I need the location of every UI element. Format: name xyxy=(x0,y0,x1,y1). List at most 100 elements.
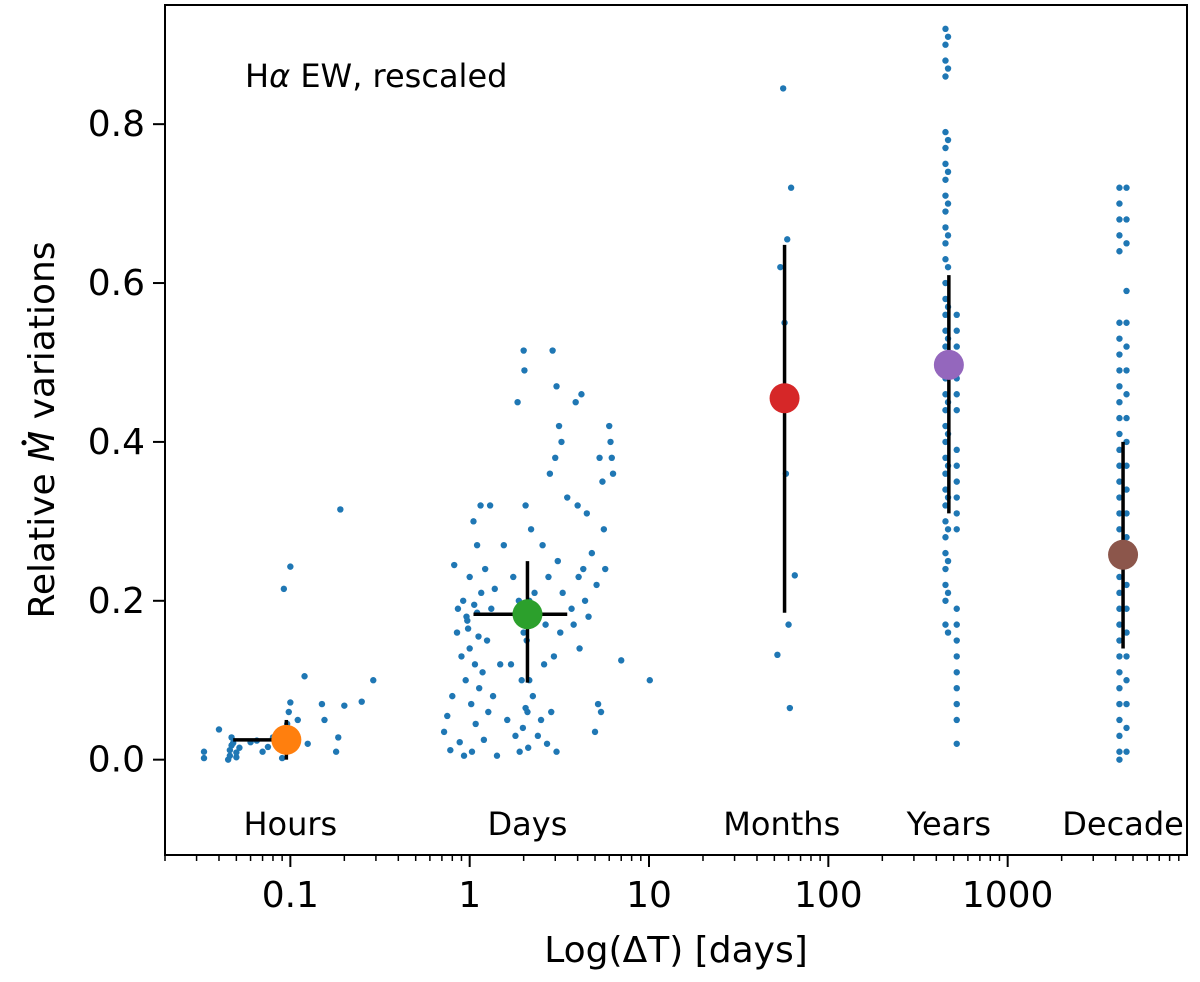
data-point xyxy=(1116,637,1123,644)
data-point xyxy=(1123,462,1130,469)
data-point xyxy=(466,573,473,581)
data-point xyxy=(287,699,294,706)
data-point xyxy=(942,176,949,183)
data-point xyxy=(942,295,949,303)
data-point xyxy=(449,692,456,700)
data-point xyxy=(304,740,311,747)
data-point xyxy=(791,572,798,579)
data-point xyxy=(944,136,952,144)
data-point xyxy=(554,557,561,565)
data-point xyxy=(512,732,519,740)
data-point xyxy=(574,502,581,509)
data-point xyxy=(529,692,537,700)
data-point xyxy=(301,673,308,680)
data-point xyxy=(942,391,949,398)
data-point xyxy=(478,589,485,597)
data-point xyxy=(944,33,952,40)
data-point xyxy=(358,698,365,705)
data-point xyxy=(609,470,617,477)
data-point xyxy=(1116,319,1123,326)
data-point xyxy=(294,716,301,724)
data-point xyxy=(944,526,952,533)
data-point xyxy=(953,391,960,398)
data-point xyxy=(520,347,527,354)
data-point xyxy=(1116,414,1123,422)
group-mean-marker xyxy=(933,349,964,380)
data-point xyxy=(280,585,288,593)
data-point xyxy=(1123,748,1130,755)
data-point xyxy=(942,160,949,168)
x-tick-label: 10 xyxy=(626,875,672,916)
data-point xyxy=(540,661,548,668)
data-point xyxy=(944,200,952,207)
data-point xyxy=(942,406,949,414)
data-point xyxy=(510,573,517,581)
data-point xyxy=(228,734,235,741)
data-point xyxy=(480,736,488,744)
group-mean-marker xyxy=(769,383,800,414)
data-point xyxy=(460,752,468,759)
data-point xyxy=(1123,605,1130,612)
data-point xyxy=(1116,200,1123,207)
data-point xyxy=(591,728,599,736)
data-point xyxy=(489,692,497,700)
data-point xyxy=(521,367,528,374)
data-point xyxy=(953,740,960,747)
data-point xyxy=(1116,756,1123,763)
data-point xyxy=(557,629,564,636)
data-point xyxy=(1116,700,1123,708)
data-point xyxy=(534,732,542,740)
data-point xyxy=(493,752,501,759)
data-point xyxy=(572,398,579,406)
data-point xyxy=(588,549,596,557)
data-point xyxy=(942,192,949,199)
mdot-dot xyxy=(21,440,27,446)
y-tick-label: 0.0 xyxy=(88,740,145,781)
data-point xyxy=(942,438,949,446)
data-point xyxy=(1116,748,1123,755)
data-point xyxy=(594,700,602,708)
data-point xyxy=(953,510,960,517)
data-point xyxy=(335,734,342,741)
data-point xyxy=(468,700,475,708)
x-tick-label: 1 xyxy=(458,875,481,916)
data-point xyxy=(215,726,223,733)
data-point xyxy=(618,657,625,664)
data-point xyxy=(549,347,556,354)
data-point xyxy=(774,651,781,659)
data-point xyxy=(527,526,535,533)
data-point xyxy=(1116,367,1123,374)
data-point xyxy=(546,470,554,477)
data-point xyxy=(583,510,591,517)
data-point xyxy=(558,438,565,446)
data-point xyxy=(942,549,949,557)
data-point xyxy=(1123,343,1130,350)
data-point xyxy=(1123,581,1130,589)
data-point xyxy=(953,653,960,660)
data-point xyxy=(944,168,952,176)
data-point xyxy=(471,661,479,668)
data-point xyxy=(486,502,494,509)
data-point xyxy=(545,573,552,581)
data-point xyxy=(1116,248,1123,255)
data-point xyxy=(287,563,294,570)
data-point xyxy=(472,720,479,728)
data-point xyxy=(942,73,949,80)
data-point xyxy=(585,613,592,620)
data-point xyxy=(575,573,582,581)
data-point xyxy=(470,518,477,525)
data-point xyxy=(953,327,960,334)
data-point xyxy=(466,645,473,652)
data-point xyxy=(1116,526,1123,533)
data-point xyxy=(264,743,272,751)
data-point xyxy=(479,669,486,676)
data-point xyxy=(942,470,949,477)
data-point xyxy=(942,343,949,350)
data-point xyxy=(1123,414,1130,422)
data-point xyxy=(473,541,481,549)
data-point xyxy=(1116,446,1123,454)
data-point xyxy=(497,661,504,668)
data-point xyxy=(491,585,498,593)
data-point xyxy=(942,208,949,215)
